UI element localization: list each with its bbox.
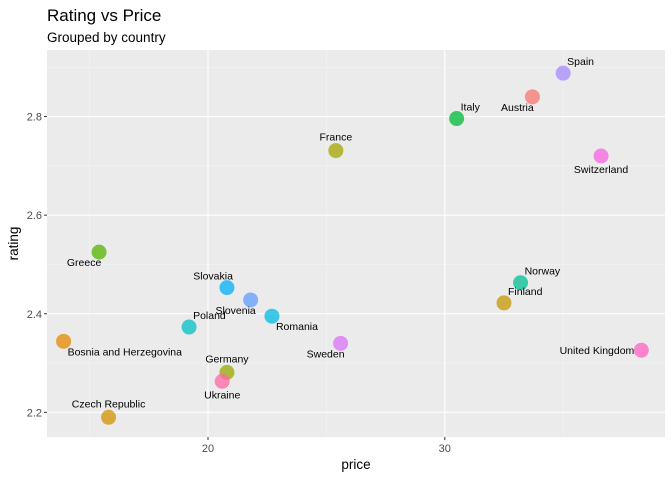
data-point: [214, 373, 230, 389]
data-points: [56, 65, 649, 425]
y-tick-label: 2.6: [27, 210, 42, 222]
point-label: United Kingdom: [560, 345, 635, 357]
chart-title: Rating vs Price: [47, 6, 161, 25]
point-label: Poland: [193, 310, 226, 322]
point-label: Switzerland: [574, 164, 628, 176]
data-point: [593, 148, 609, 164]
x-tick-label: 20: [202, 443, 214, 455]
point-label: Slovenia: [215, 305, 255, 317]
data-point: [56, 333, 72, 349]
x-axis-title: price: [341, 457, 370, 472]
chart-subtitle: Grouped by country: [47, 30, 166, 45]
point-label: Sweden: [307, 348, 345, 360]
data-point: [181, 319, 197, 335]
point-label: Slovakia: [193, 271, 233, 283]
data-point: [513, 275, 529, 291]
point-label: Austria: [501, 102, 534, 114]
point-label: Spain: [567, 56, 594, 68]
y-tick-label: 2.4: [27, 309, 42, 321]
data-point: [219, 280, 235, 296]
plot-panel: [47, 50, 665, 437]
point-label: Ukraine: [204, 389, 240, 401]
point-label: Czech Republic: [72, 398, 146, 410]
minor-gridlines: [47, 50, 665, 437]
point-label: Romania: [276, 321, 318, 333]
point-label: Norway: [525, 266, 561, 278]
data-point: [496, 295, 512, 311]
axis-ticks: 20 30 2.2 2.4 2.6 2.8: [27, 112, 451, 455]
point-labels: Spain Austria Italy Switzerland France Greece…: [67, 56, 635, 410]
data-point: [449, 111, 465, 127]
major-gridlines: [47, 50, 665, 437]
data-point: [328, 143, 344, 159]
point-label: Bosnia and Herzegovina: [68, 346, 183, 358]
data-point: [243, 292, 259, 308]
y-tick-label: 2.2: [27, 407, 42, 419]
data-point: [101, 409, 117, 425]
data-point: [633, 342, 649, 358]
point-label: France: [320, 132, 353, 144]
data-point: [264, 308, 280, 324]
point-label: Greece: [67, 257, 102, 269]
y-tick-label: 2.8: [27, 112, 42, 124]
y-axis-title: rating: [6, 227, 21, 261]
data-point: [555, 65, 571, 81]
data-point: [91, 244, 107, 260]
x-tick-label: 30: [439, 443, 451, 455]
data-point: [333, 335, 349, 351]
point-label: Finland: [508, 286, 543, 298]
point-label: Italy: [461, 102, 481, 114]
data-point: [524, 89, 540, 105]
point-label: Germany: [205, 353, 249, 365]
